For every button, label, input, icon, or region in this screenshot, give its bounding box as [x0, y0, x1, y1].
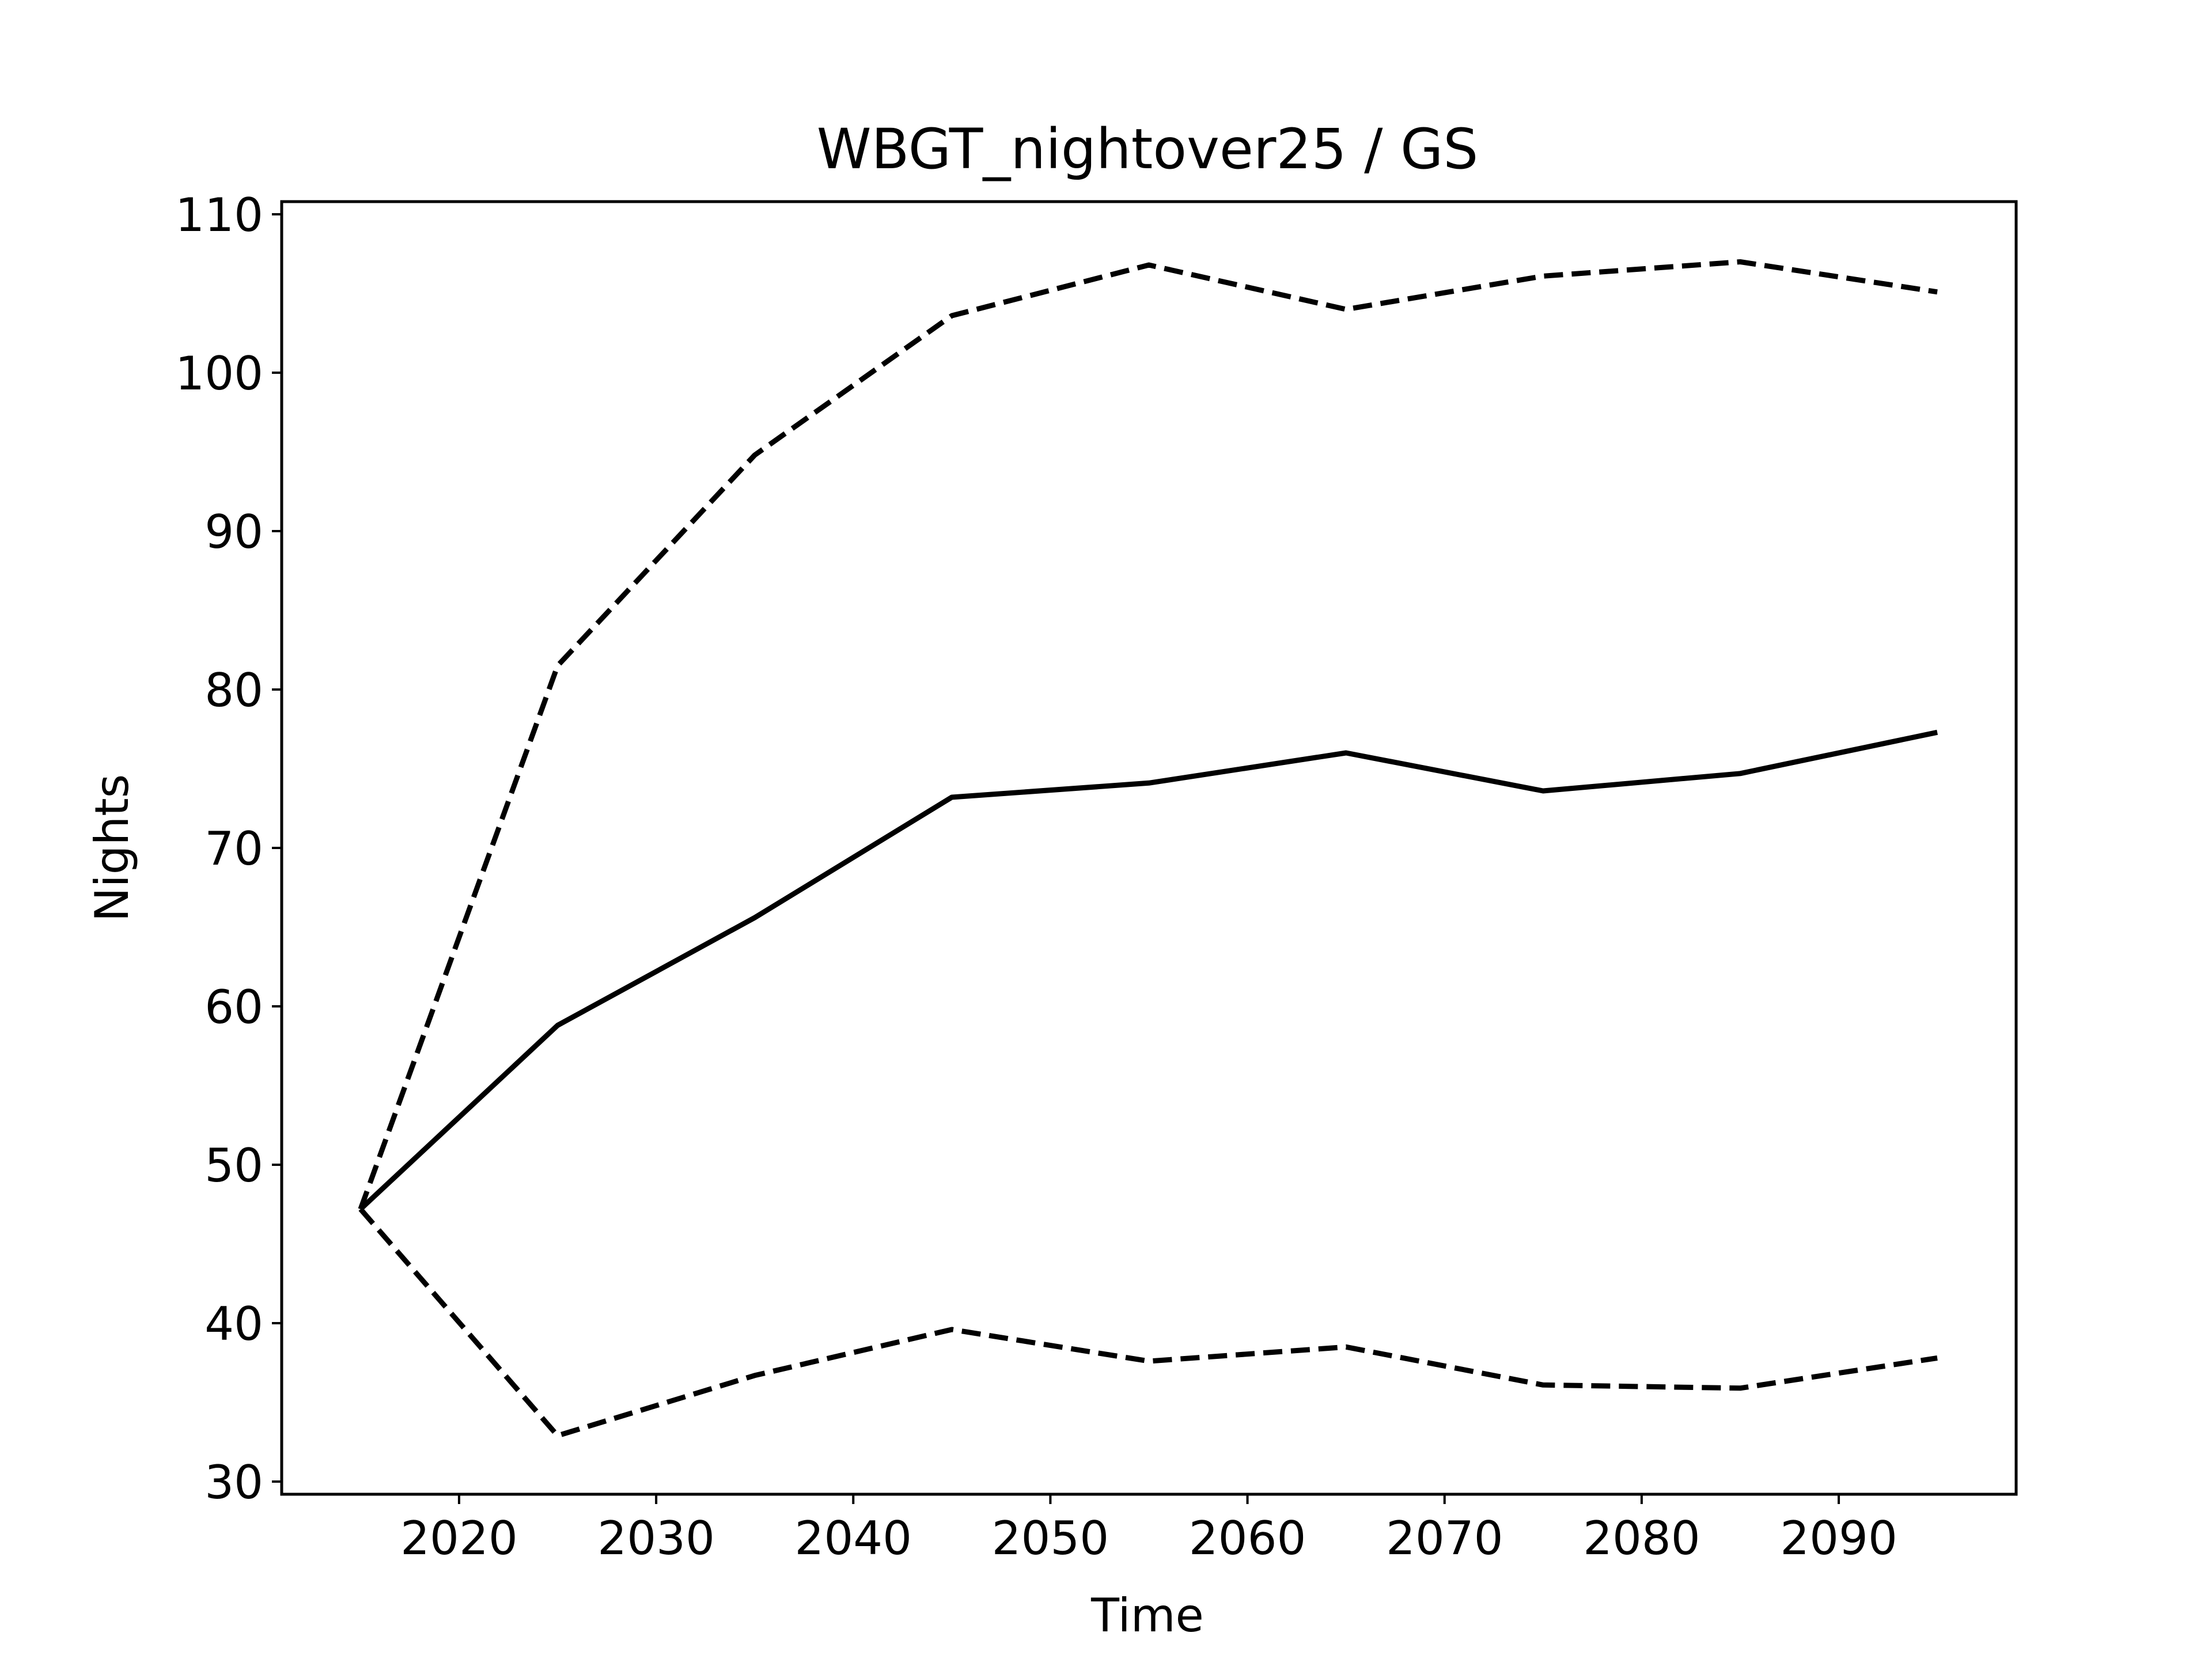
y-tick-label: 60: [204, 980, 263, 1034]
x-axis: 2020 2030 2040 2050 2060 2070 2080 2090: [400, 1494, 1897, 1565]
y-tick-label: 80: [204, 664, 263, 717]
x-tick-label: 2020: [400, 1512, 518, 1565]
x-tick-label: 2040: [794, 1512, 912, 1565]
y-tick-label: 40: [204, 1297, 263, 1351]
y-tick-label: 100: [175, 347, 263, 400]
chart-title: WBGT_nightover25 / GS: [817, 117, 1479, 181]
y-axis: 30 40 50 60 70 80 90 100 110: [175, 188, 282, 1509]
y-axis-label: Nights: [85, 774, 139, 922]
series-line-2: [358, 259, 1938, 1210]
y-tick-label: 110: [175, 188, 263, 242]
series-line-1: [358, 729, 1938, 1211]
x-tick-label: 2080: [1583, 1512, 1700, 1565]
series-line-3: [358, 1207, 1938, 1438]
y-tick-label: 70: [204, 822, 263, 876]
series-layer: [358, 259, 1938, 1438]
x-tick-label: 2060: [1189, 1512, 1306, 1565]
y-tick-label: 90: [204, 505, 263, 559]
x-tick-label: 2050: [992, 1512, 1109, 1565]
plot-frame: [280, 200, 2018, 1496]
x-tick-label: 2070: [1386, 1512, 1503, 1565]
x-tick-label: 2030: [597, 1512, 715, 1565]
x-tick-label: 2090: [1780, 1512, 1897, 1565]
x-axis-label: Time: [1090, 1589, 1204, 1642]
y-tick-label: 50: [204, 1139, 263, 1192]
y-tick-label: 30: [204, 1456, 263, 1509]
